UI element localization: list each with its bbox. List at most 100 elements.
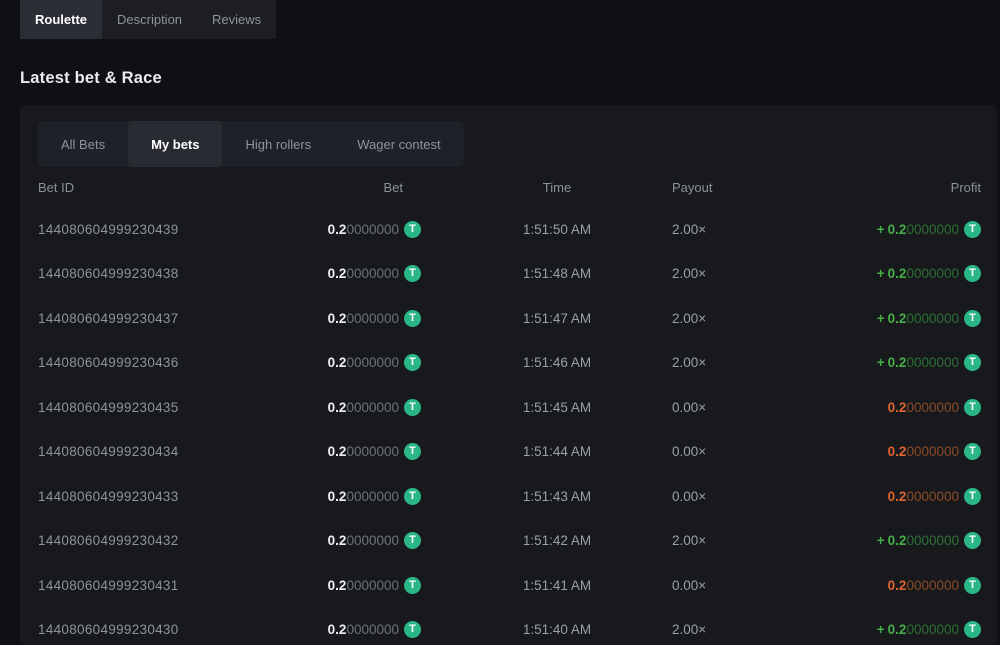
bet-id: 144080604999230432: [38, 533, 179, 549]
tether-coin-icon: T: [964, 576, 981, 594]
bet-id: 144080604999230433: [38, 488, 179, 504]
tether-coin-icon: T: [404, 532, 421, 550]
tether-coin-icon: T: [964, 354, 981, 372]
bet-time: 1:51:50 AM: [522, 221, 592, 237]
table-row[interactable]: 144080604999230431 0.20000000 T 1:51:41 …: [38, 563, 981, 608]
tether-coin-icon: T: [964, 398, 981, 416]
bet-payout: 2.00×: [672, 355, 707, 371]
bet-payout: 0.00×: [672, 399, 707, 415]
tether-coin-icon: T: [964, 532, 981, 550]
tab-reviews[interactable]: Reviews: [212, 12, 262, 27]
tether-coin-icon: T: [404, 576, 421, 594]
tether-coin-icon: T: [964, 487, 981, 505]
bet-filter-tabs: All Bets My bets High rollers Wager cont…: [38, 121, 464, 167]
tether-coin-icon: T: [404, 354, 421, 372]
tether-coin-icon: T: [404, 265, 421, 283]
bet-profit: +0.20000000 T: [792, 265, 981, 283]
tab-all-bets[interactable]: All Bets: [61, 136, 106, 152]
tether-coin-icon: T: [404, 487, 421, 505]
tether-coin-icon: T: [964, 265, 981, 283]
tether-coin-icon: T: [404, 309, 421, 327]
bet-payout: 2.00×: [672, 533, 707, 549]
table-row[interactable]: 144080604999230438 0.20000000 T 1:51:48 …: [38, 252, 981, 297]
tab-high-rollers[interactable]: High rollers: [245, 136, 312, 152]
tether-coin-icon: T: [964, 220, 981, 238]
bet-time: 1:51:44 AM: [522, 444, 592, 460]
bet-time: 1:51:42 AM: [522, 533, 592, 549]
bet-payout: 2.00×: [672, 310, 707, 326]
column-header-bet-id: Bet ID: [38, 179, 75, 195]
column-header-payout: Payout: [672, 179, 713, 195]
bet-time: 1:51:46 AM: [522, 355, 592, 371]
bet-time: 1:51:45 AM: [522, 399, 592, 415]
bet-amount: 0.20000000 T: [278, 487, 442, 505]
bet-time: 1:51:48 AM: [522, 266, 592, 282]
bets-table-body: 144080604999230439 0.20000000 T 1:51:50 …: [38, 207, 981, 645]
table-row[interactable]: 144080604999230435 0.20000000 T 1:51:45 …: [38, 385, 981, 430]
bet-profit: 0.20000000 T: [792, 576, 981, 594]
bet-id: 144080604999230431: [38, 577, 179, 593]
tab-roulette[interactable]: Roulette: [20, 0, 102, 39]
bet-profit: +0.20000000 T: [792, 354, 981, 372]
table-row[interactable]: 144080604999230432 0.20000000 T 1:51:42 …: [38, 519, 981, 564]
bet-id: 144080604999230436: [38, 355, 179, 371]
tab-my-bets[interactable]: My bets: [128, 121, 223, 167]
bet-amount: 0.20000000 T: [278, 398, 442, 416]
tab-description[interactable]: Description: [117, 12, 183, 27]
bet-profit: +0.20000000 T: [792, 532, 981, 550]
bet-amount: 0.20000000 T: [278, 621, 442, 639]
tab-wager-contest[interactable]: Wager contest: [357, 136, 441, 152]
latest-bets-panel: All Bets My bets High rollers Wager cont…: [20, 105, 997, 645]
bet-profit: 0.20000000 T: [792, 398, 981, 416]
bet-payout: 2.00×: [672, 622, 707, 638]
table-row[interactable]: 144080604999230439 0.20000000 T 1:51:50 …: [38, 207, 981, 252]
bet-profit: 0.20000000 T: [792, 487, 981, 505]
tether-coin-icon: T: [404, 621, 421, 639]
tether-coin-icon: T: [404, 443, 421, 461]
bet-payout: 2.00×: [672, 266, 707, 282]
bet-id: 144080604999230434: [38, 444, 179, 460]
table-row[interactable]: 144080604999230434 0.20000000 T 1:51:44 …: [38, 430, 981, 475]
bet-id: 144080604999230437: [38, 310, 179, 326]
bet-profit: +0.20000000 T: [792, 309, 981, 327]
tether-coin-icon: T: [404, 398, 421, 416]
bet-time: 1:51:41 AM: [522, 577, 592, 593]
bet-id: 144080604999230439: [38, 221, 179, 237]
bet-profit: 0.20000000 T: [792, 443, 981, 461]
table-row[interactable]: 144080604999230437 0.20000000 T 1:51:47 …: [38, 296, 981, 341]
bet-time: 1:51:47 AM: [522, 310, 592, 326]
bet-payout: 2.00×: [672, 221, 707, 237]
bet-profit: +0.20000000 T: [792, 621, 981, 639]
page-title: Latest bet & Race: [20, 69, 162, 87]
bet-amount: 0.20000000 T: [278, 309, 442, 327]
tether-coin-icon: T: [964, 621, 981, 639]
table-row[interactable]: 144080604999230436 0.20000000 T 1:51:46 …: [38, 341, 981, 386]
tether-coin-icon: T: [404, 220, 421, 238]
bet-profit: +0.20000000 T: [792, 220, 981, 238]
bet-time: 1:51:40 AM: [522, 622, 592, 638]
tether-coin-icon: T: [964, 309, 981, 327]
bet-amount: 0.20000000 T: [278, 576, 442, 594]
bet-payout: 0.00×: [672, 577, 707, 593]
bet-amount: 0.20000000 T: [278, 532, 442, 550]
bet-amount: 0.20000000 T: [278, 265, 442, 283]
bet-amount: 0.20000000 T: [278, 354, 442, 372]
bet-amount: 0.20000000 T: [278, 220, 442, 238]
game-tabs: Roulette Description Reviews: [20, 0, 277, 39]
bets-table-header: Bet ID Bet Time Payout Profit: [38, 167, 981, 207]
tether-coin-icon: T: [964, 443, 981, 461]
bet-amount: 0.20000000 T: [278, 443, 442, 461]
table-row[interactable]: 144080604999230430 0.20000000 T 1:51:40 …: [38, 608, 981, 645]
bet-id: 144080604999230438: [38, 266, 179, 282]
table-row[interactable]: 144080604999230433 0.20000000 T 1:51:43 …: [38, 474, 981, 519]
bet-id: 144080604999230430: [38, 622, 179, 638]
bet-payout: 0.00×: [672, 488, 707, 504]
bet-time: 1:51:43 AM: [522, 488, 592, 504]
column-header-profit: Profit: [950, 179, 981, 195]
bet-id: 144080604999230435: [38, 399, 179, 415]
bets-table: Bet ID Bet Time Payout Profit 1440806049…: [38, 167, 981, 645]
column-header-time: Time: [542, 179, 572, 195]
bet-payout: 0.00×: [672, 444, 707, 460]
column-header-bet: Bet: [383, 179, 403, 195]
